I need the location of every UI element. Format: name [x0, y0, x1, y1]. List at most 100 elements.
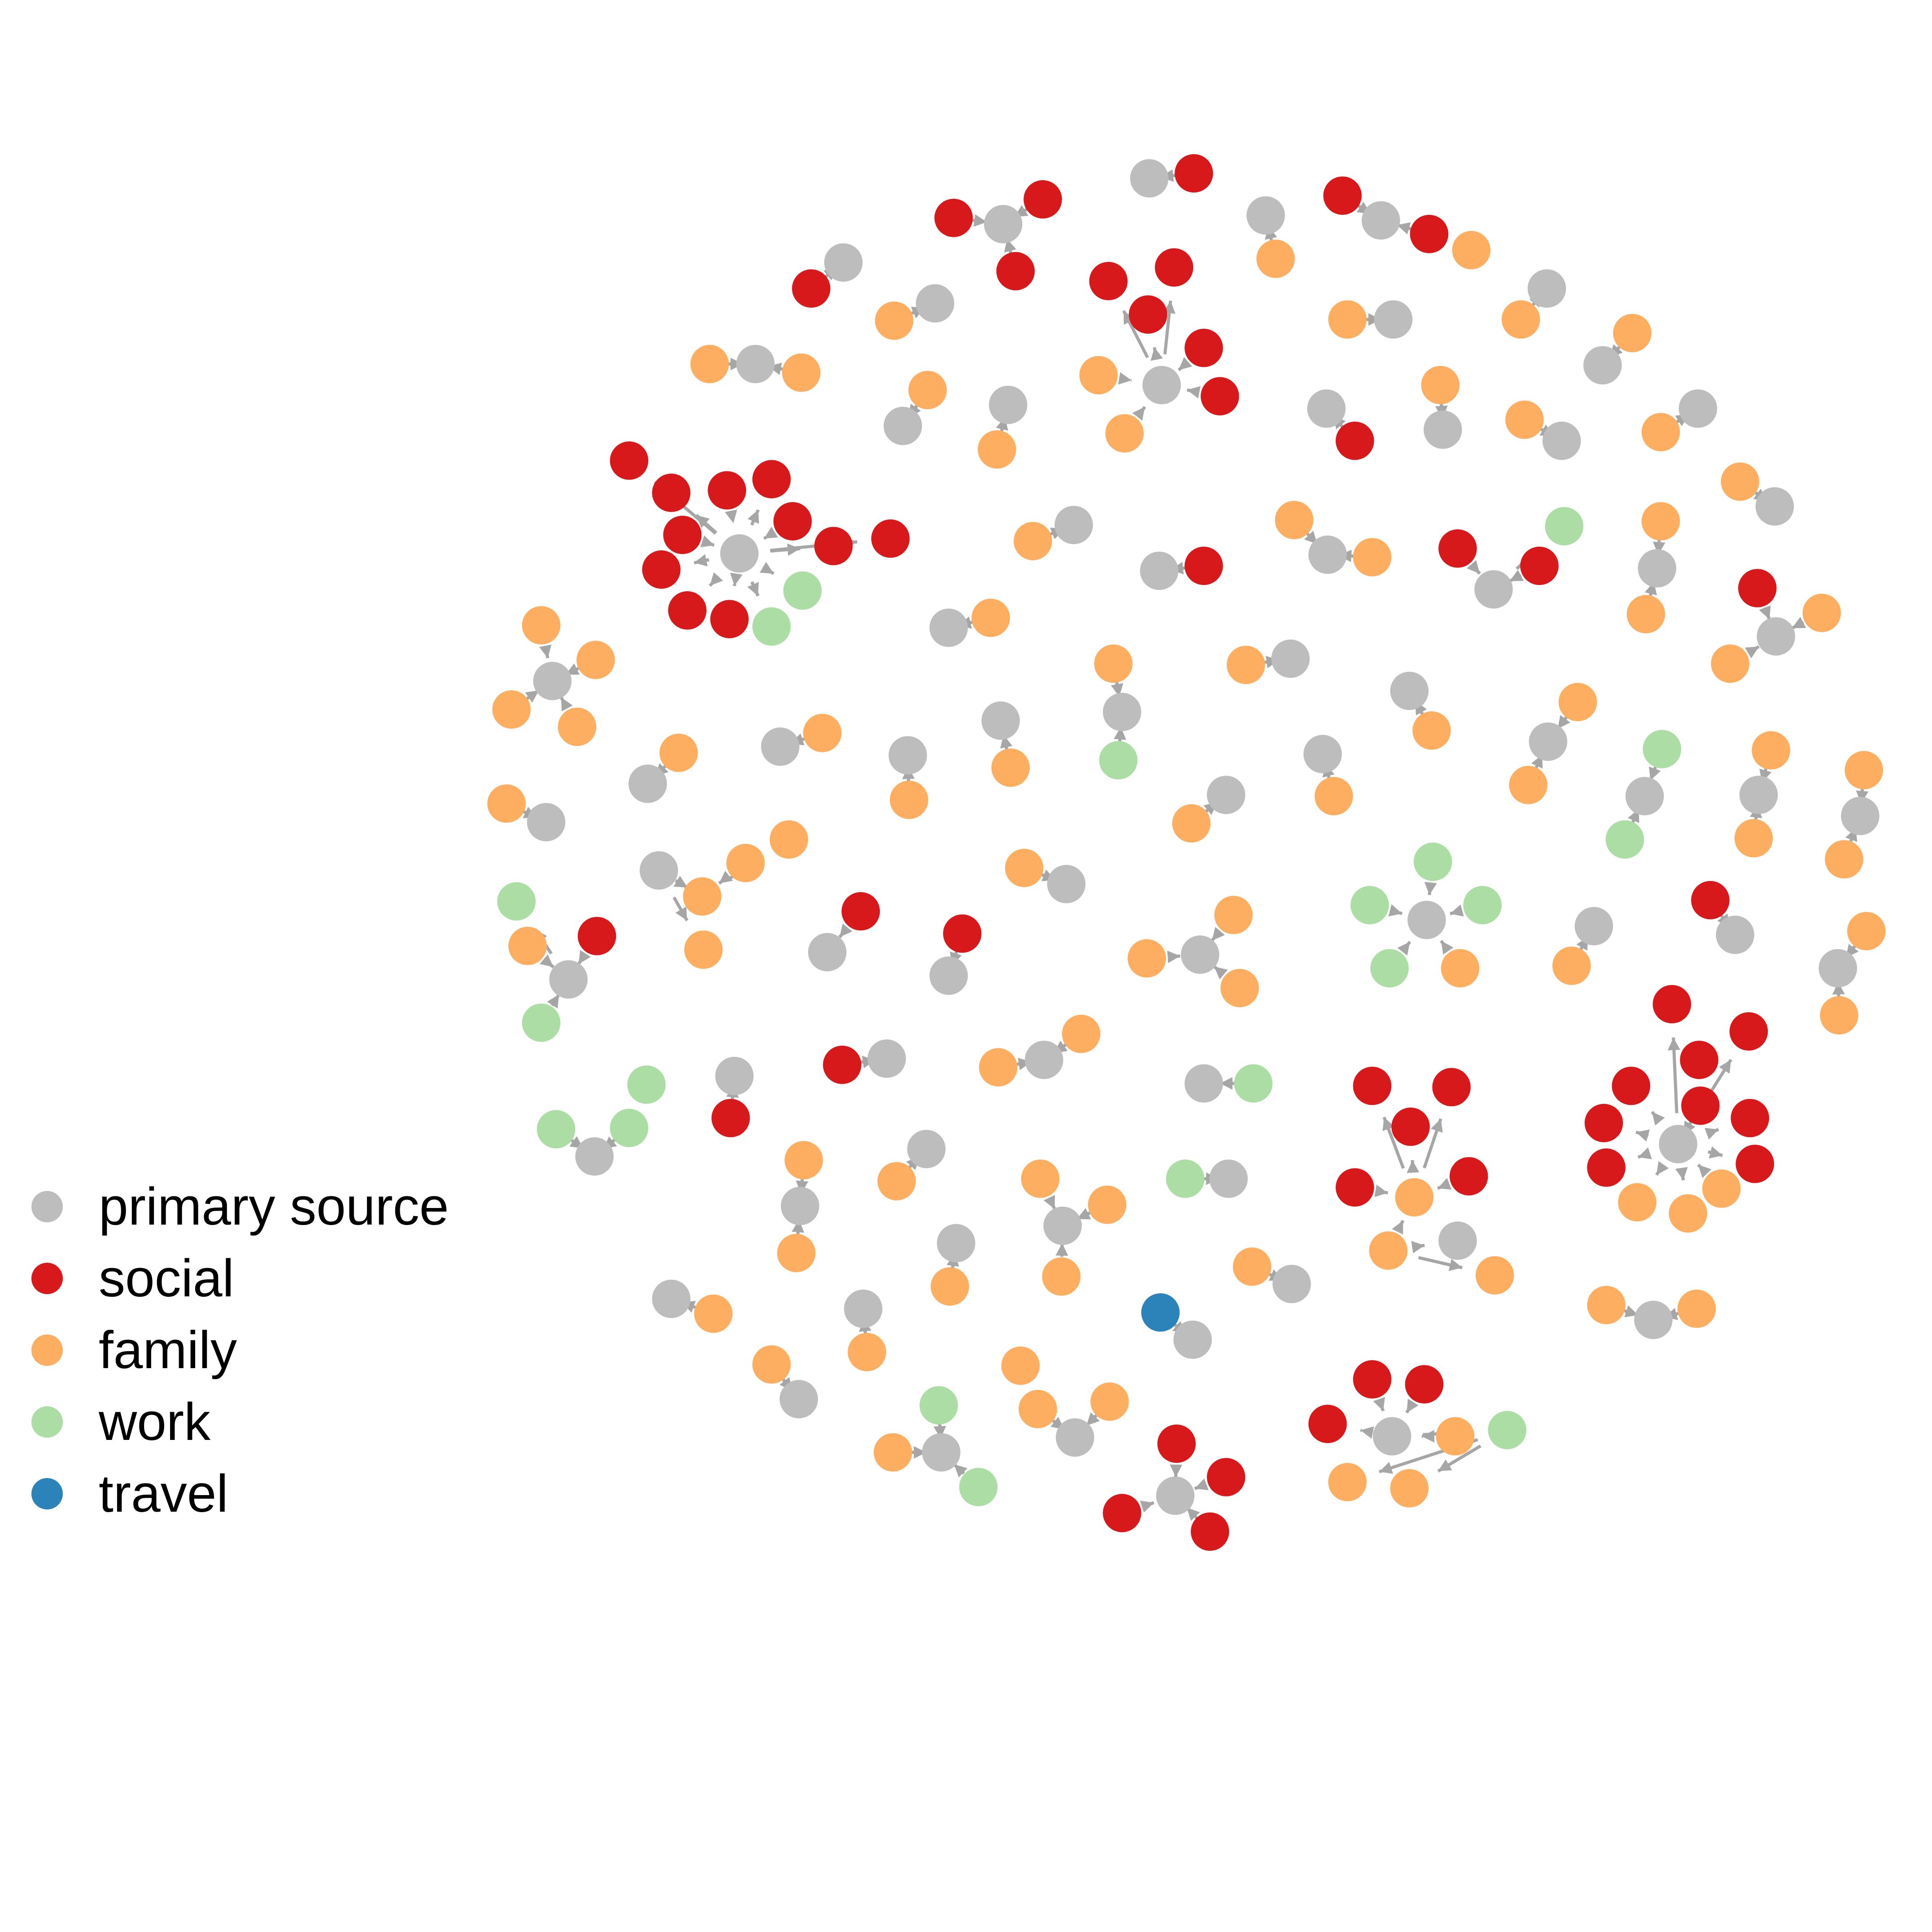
node-family: [1042, 1257, 1081, 1296]
node-family: [803, 714, 842, 752]
node-social: [577, 916, 616, 955]
legend-label: family: [99, 1321, 237, 1380]
node-family: [874, 1433, 912, 1472]
edge: [1177, 357, 1193, 371]
node-family: [1172, 804, 1211, 843]
edge: [747, 581, 760, 597]
edge: [770, 543, 800, 556]
edge: [540, 954, 555, 968]
edge: [1405, 1399, 1419, 1414]
node-primary-source: [1142, 366, 1181, 405]
node-family: [1845, 751, 1883, 789]
edge: [760, 562, 775, 575]
node-social: [1185, 328, 1223, 367]
node-primary-source: [1474, 570, 1513, 609]
node-family: [1847, 911, 1886, 951]
legend-label: primary source: [99, 1177, 449, 1236]
legend-label: social: [99, 1249, 234, 1308]
node-family: [1702, 1169, 1741, 1208]
node-family: [1275, 501, 1314, 540]
node-social: [1335, 1168, 1374, 1207]
node-work: [1370, 949, 1409, 988]
edge: [1150, 347, 1163, 361]
node-family: [1505, 400, 1544, 439]
legend-swatch: [31, 1263, 63, 1294]
node-family: [1669, 1194, 1708, 1233]
edge: [1407, 1160, 1420, 1173]
node-primary-source: [883, 406, 922, 445]
node-social: [652, 473, 691, 512]
node-family: [875, 301, 914, 340]
node-primary-source: [984, 205, 1023, 244]
node-primary-source: [1374, 300, 1413, 339]
node-family: [1233, 1247, 1272, 1286]
node-primary-source: [1103, 693, 1141, 731]
node-family: [1721, 462, 1759, 501]
node-family: [1734, 819, 1773, 858]
node-work: [1351, 885, 1389, 925]
edge: [1424, 881, 1437, 895]
edge: [1418, 1256, 1463, 1271]
node-family: [1552, 946, 1591, 985]
node-family: [1558, 683, 1597, 721]
edge: [1697, 1163, 1712, 1178]
edge: [1388, 904, 1403, 917]
node-work: [1166, 1159, 1205, 1198]
edge: [1374, 1184, 1388, 1197]
nodes-layer: [487, 154, 1886, 1551]
edge: [1440, 940, 1454, 955]
node-primary-source: [1206, 776, 1246, 814]
node-primary-source: [1841, 797, 1880, 835]
node-family: [508, 927, 547, 965]
node-social: [1432, 1068, 1471, 1107]
node-primary-source: [922, 1433, 961, 1472]
node-family: [576, 641, 615, 680]
node-primary-source: [1308, 535, 1347, 574]
node-work: [1545, 507, 1583, 545]
node-primary-source: [1529, 722, 1568, 761]
node-family: [690, 345, 729, 384]
node-family: [1369, 1231, 1408, 1270]
node-family: [1395, 1178, 1434, 1217]
node-social: [663, 515, 702, 554]
node-work: [752, 607, 791, 646]
edge: [953, 1463, 968, 1478]
node-social: [1587, 1148, 1626, 1187]
node-family: [752, 1345, 791, 1384]
node-family: [979, 1048, 1018, 1087]
node-primary-source: [1173, 1320, 1212, 1359]
edge: [1382, 1116, 1405, 1169]
node-social: [710, 600, 749, 638]
node-primary-source: [937, 1224, 975, 1263]
node-primary-source: [1755, 487, 1794, 526]
node-family: [1820, 996, 1858, 1035]
node-family: [1641, 502, 1680, 541]
node-social: [1438, 529, 1477, 568]
legend-swatch: [31, 1191, 63, 1222]
node-social: [773, 502, 812, 541]
node-primary-source: [1678, 389, 1718, 428]
node-primary-source: [844, 1289, 883, 1328]
node-primary-source: [1625, 777, 1664, 816]
node-family: [848, 1333, 886, 1371]
node-family: [1711, 644, 1749, 683]
node-work: [1488, 1411, 1527, 1449]
node-family: [991, 748, 1030, 787]
edge: [730, 572, 743, 586]
node-primary-source: [1574, 907, 1613, 946]
edge: [539, 644, 552, 659]
node-social: [1731, 1099, 1770, 1138]
node-social: [708, 471, 747, 510]
node-family: [1587, 1286, 1626, 1325]
node-social: [1175, 154, 1213, 193]
node-family: [1105, 414, 1144, 453]
legend: primary source social family work travel: [31, 1171, 449, 1530]
edge: [695, 514, 717, 534]
node-primary-source: [1047, 865, 1086, 903]
legend-item-primary-source: primary source: [31, 1171, 449, 1243]
edge: [673, 896, 689, 921]
node-work: [497, 882, 536, 921]
node-primary-source: [1140, 551, 1179, 590]
node-work: [537, 1110, 576, 1149]
